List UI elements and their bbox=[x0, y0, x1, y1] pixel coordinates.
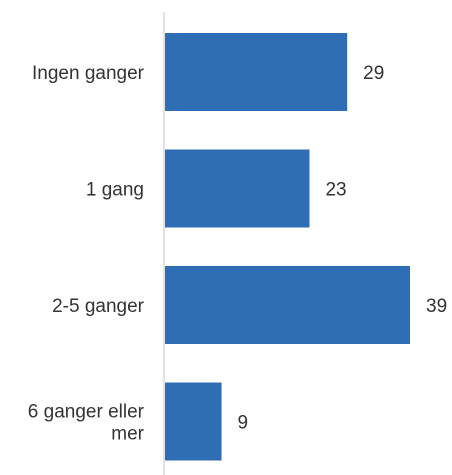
data-label-0: 29 bbox=[363, 63, 384, 84]
category-label-0: Ingen ganger bbox=[32, 63, 145, 84]
category-label-group: Ingen ganger 1 gang 2-5 ganger 6 ganger ell… bbox=[28, 63, 145, 445]
category-label-1-line-0: 1 gang bbox=[86, 180, 144, 201]
bar-group bbox=[165, 33, 410, 461]
category-label-3-line-0: 6 ganger eller bbox=[28, 402, 145, 423]
bar-3 bbox=[165, 382, 222, 461]
category-label-3-line-1: mer bbox=[111, 424, 144, 445]
category-label-1: 1 gang bbox=[86, 180, 144, 201]
bar-1 bbox=[165, 149, 310, 228]
category-label-0-line-0: Ingen ganger bbox=[32, 63, 145, 84]
bar-2 bbox=[165, 266, 410, 344]
data-label-2: 39 bbox=[426, 296, 447, 317]
data-label-1: 23 bbox=[325, 180, 346, 201]
bar-0 bbox=[165, 33, 348, 111]
category-label-3: 6 ganger eller mer bbox=[28, 402, 145, 445]
data-label-group: 29 23 39 9 bbox=[238, 63, 448, 434]
category-label-2: 2-5 ganger bbox=[52, 296, 145, 317]
category-label-2-line-0: 2-5 ganger bbox=[52, 296, 145, 317]
data-label-3: 9 bbox=[238, 413, 249, 434]
